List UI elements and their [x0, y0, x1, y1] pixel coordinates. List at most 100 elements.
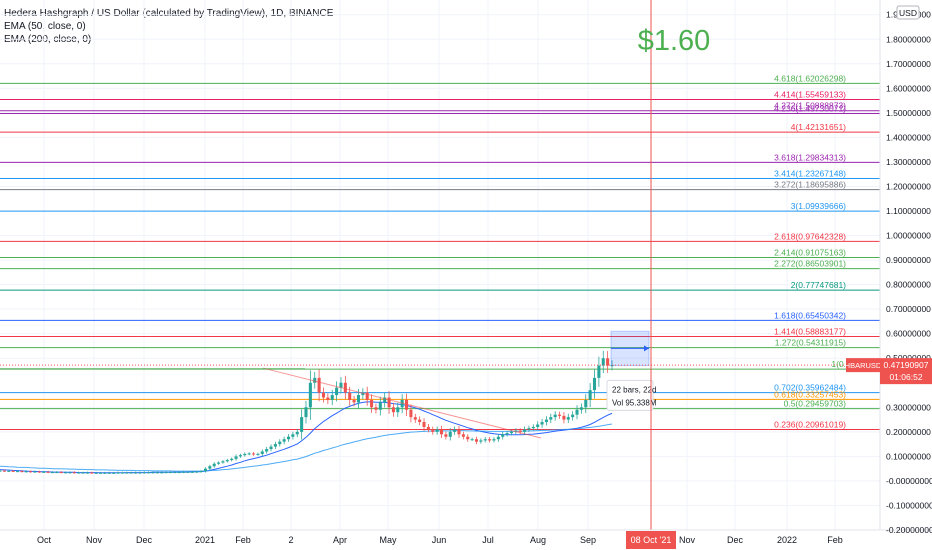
- candle-body: [483, 439, 487, 441]
- candle-body: [374, 407, 378, 410]
- candle-body: [343, 382, 347, 393]
- candle-body: [588, 390, 592, 400]
- candle-body: [138, 472, 142, 474]
- candle-body: [531, 426, 535, 429]
- overlays-layer: 22 bars, 22d Vol 95.338M $1.60: [0, 0, 880, 530]
- candle-body: [361, 392, 365, 396]
- y-tick-label: 0.10000000: [886, 451, 931, 461]
- x-tick-label: Dec: [727, 535, 744, 545]
- candle-body: [203, 468, 207, 472]
- candle-body: [160, 472, 164, 474]
- candle-body: [413, 417, 417, 420]
- date-marker-bg: [626, 531, 676, 549]
- candle-body: [597, 365, 601, 378]
- y-tick-label: 1.40000000: [886, 132, 931, 142]
- currency-label: USD: [899, 8, 917, 18]
- candle-body: [112, 472, 116, 474]
- candle-body: [558, 414, 562, 416]
- x-tick-label: May: [379, 535, 397, 545]
- candle-body: [225, 460, 229, 462]
- x-tick-label: Oct: [37, 535, 52, 545]
- candle-body: [33, 471, 37, 473]
- candle-body: [566, 417, 570, 420]
- date-marker-label: 08 Oct '21: [631, 535, 672, 545]
- candle-body: [273, 444, 277, 447]
- y-tick-label: 1.60000000: [886, 83, 931, 93]
- fib-label: 4(1.42131651): [791, 122, 846, 132]
- tooltip-bars: 22 bars, 22d: [612, 385, 656, 394]
- candle-body: [562, 415, 566, 420]
- y-tick-label: 0.90000000: [886, 255, 931, 265]
- candle-body: [15, 471, 20, 473]
- candle-body: [199, 471, 203, 473]
- currency-badge[interactable]: [896, 5, 920, 20]
- candle-body: [370, 399, 374, 408]
- y-tick-label: 0.70000000: [886, 304, 931, 314]
- candle-body: [64, 472, 68, 474]
- candle-body: [90, 472, 94, 474]
- fib-label: 4.272(1.50888873): [774, 101, 846, 111]
- candles-layer: [0, 350, 614, 474]
- candle-body: [94, 472, 98, 474]
- price-tag-bg: [880, 358, 932, 385]
- y-tick-label: 1.70000000: [886, 59, 931, 69]
- candle-body: [409, 409, 413, 418]
- candle-body: [260, 451, 264, 454]
- candle-body: [278, 441, 282, 445]
- candle-body: [265, 449, 269, 452]
- x-tick-label: Sep: [580, 535, 596, 545]
- candle-body: [453, 429, 457, 432]
- candle-body: [313, 377, 317, 383]
- candle-body: [339, 382, 343, 388]
- candle-body: [116, 472, 120, 474]
- candle-body: [77, 472, 81, 474]
- candle-body: [42, 471, 46, 473]
- candle-body: [509, 431, 513, 434]
- candle-body: [300, 417, 304, 432]
- candle-body: [391, 407, 395, 413]
- price-axis-bg: [880, 0, 932, 550]
- y-tick-label: 0.60000000: [886, 329, 931, 339]
- y-tick-label: 1.00000000: [886, 231, 931, 241]
- candle-body: [435, 429, 439, 432]
- candle-body: [540, 422, 544, 425]
- candle-body: [243, 453, 247, 456]
- candle-body: [186, 471, 190, 473]
- candle-body: [418, 419, 422, 423]
- fib-label: 0.702(0.35962484): [774, 383, 846, 393]
- candle-body: [571, 414, 575, 418]
- legend-ema50[interactable]: EMA (50, close, 0): [4, 21, 86, 32]
- x-tick-label: 2: [288, 535, 293, 545]
- tooltip-vol: Vol 95.338M: [612, 398, 657, 407]
- candle-body: [352, 399, 356, 403]
- candle-body: [304, 407, 308, 418]
- y-tick-label: 1.50000000: [886, 108, 931, 118]
- trend-line: [262, 367, 542, 439]
- candle-body: [168, 472, 173, 474]
- fib-label: 2.272(0.86503901): [774, 259, 846, 269]
- fib-label: 2.414(0.91075163): [774, 247, 846, 257]
- candle-body: [536, 424, 540, 427]
- candle-body: [474, 439, 479, 442]
- candle-body: [439, 429, 444, 435]
- ema50-line: [0, 401, 613, 474]
- symbol-tag-bg: [846, 358, 880, 373]
- candle-body: [479, 440, 483, 442]
- candle-body: [29, 471, 33, 473]
- candle-body: [286, 436, 291, 440]
- x-tick-label: Dec: [136, 535, 153, 545]
- candle-body: [182, 471, 186, 473]
- candle-body: [501, 434, 505, 437]
- candle-body: [234, 456, 238, 459]
- candle-body: [518, 430, 522, 432]
- candle-body: [238, 455, 242, 457]
- candle-body: [326, 397, 330, 400]
- fib-label: 0.5(0.29459703): [784, 399, 847, 409]
- candle-body: [68, 472, 72, 474]
- candle-body: [125, 472, 129, 474]
- candle-body: [365, 392, 369, 400]
- candle-body: [400, 399, 404, 408]
- fib-label: 1(0.: [831, 359, 846, 369]
- candle-body: [252, 453, 256, 455]
